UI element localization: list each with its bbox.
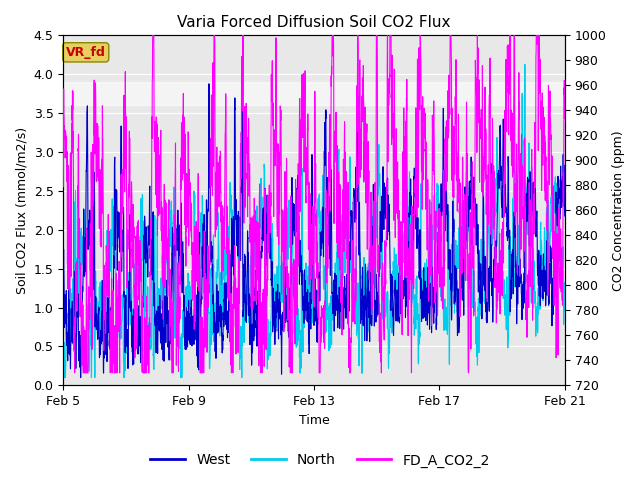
Line: West: West [63, 84, 565, 378]
FD_A_CO2_2 [274, 216, 282, 222]
FD_A_CO2_2 [71, 370, 79, 376]
North [252, 249, 260, 254]
X-axis label: Time: Time [299, 414, 330, 427]
Title: Varia Forced Diffusion Soil CO2 Flux: Varia Forced Diffusion Soil CO2 Flux [177, 15, 451, 30]
FD_A_CO2_2 [552, 222, 559, 228]
Bar [63, 82, 565, 105]
FD_A_CO2_2 [117, 288, 125, 294]
West [60, 277, 67, 283]
Line: FD_A_CO2_2: FD_A_CO2_2 [63, 36, 565, 373]
Y-axis label: Soil CO2 Flux (mmol/m2/s): Soil CO2 Flux (mmol/m2/s) [15, 127, 28, 294]
West [274, 282, 282, 288]
North [561, 309, 569, 314]
North [274, 284, 282, 289]
Legend: West, North, FD_A_CO2_2: West, North, FD_A_CO2_2 [145, 448, 495, 473]
Text: VR_fd: VR_fd [66, 46, 106, 59]
FD_A_CO2_2 [147, 255, 154, 261]
West [561, 213, 569, 219]
Y-axis label: CO2 Concentration (ppm): CO2 Concentration (ppm) [612, 130, 625, 291]
North [60, 375, 68, 381]
West [205, 81, 212, 87]
North [60, 331, 67, 336]
North [552, 174, 559, 180]
North [117, 330, 125, 336]
West [252, 301, 260, 307]
FD_A_CO2_2 [252, 268, 260, 274]
West [497, 191, 505, 197]
West [552, 252, 559, 258]
Line: North: North [63, 64, 565, 378]
FD_A_CO2_2 [60, 184, 67, 190]
West [77, 375, 84, 381]
FD_A_CO2_2 [561, 93, 569, 99]
North [497, 265, 505, 271]
West [117, 229, 125, 235]
FD_A_CO2_2 [149, 33, 157, 38]
FD_A_CO2_2 [497, 252, 505, 257]
West [147, 245, 154, 251]
North [521, 61, 529, 67]
North [147, 325, 154, 331]
